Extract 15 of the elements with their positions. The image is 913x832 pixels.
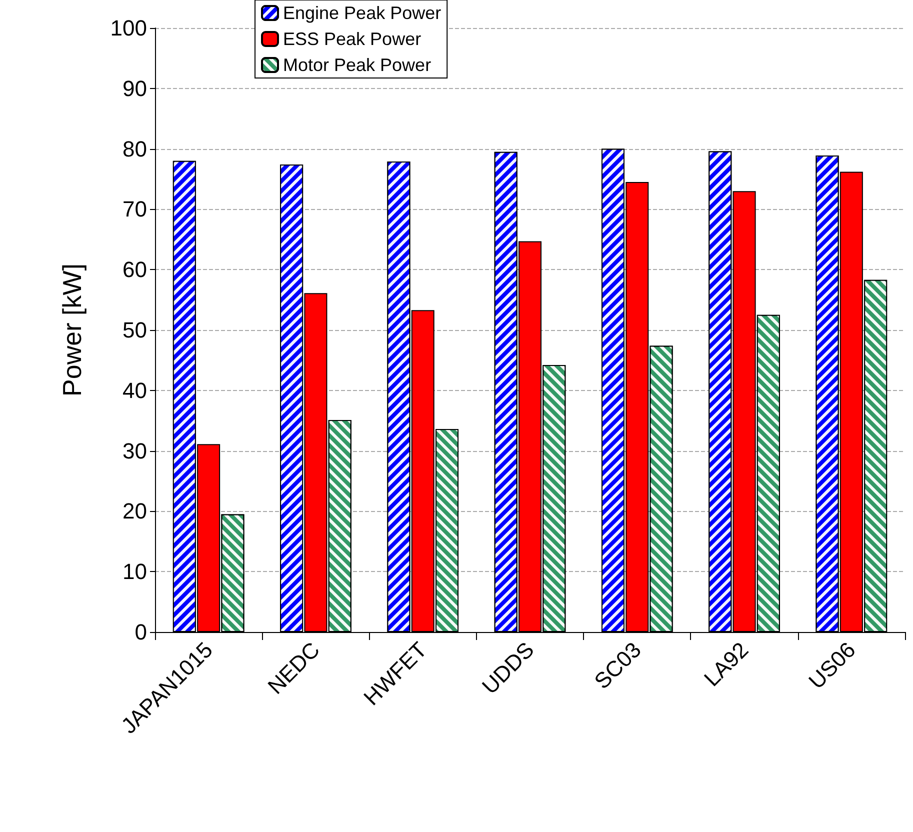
y-tick-label: 100 bbox=[110, 16, 147, 40]
y-axis-title: Power [kW] bbox=[57, 264, 87, 396]
y-tick-label: 20 bbox=[122, 498, 147, 524]
y-tick-label: 0 bbox=[134, 620, 147, 644]
y-tick-label: 50 bbox=[122, 318, 147, 342]
legend-label: Motor Peak Power bbox=[283, 55, 432, 75]
y-tick-label: 60 bbox=[122, 257, 147, 282]
legend-label: Engine Peak Power bbox=[283, 3, 442, 23]
y-tick-label: 40 bbox=[122, 378, 147, 403]
y-tick-label: 30 bbox=[122, 438, 147, 464]
legend-label: ESS Peak Power bbox=[283, 29, 422, 49]
y-tick-label: 80 bbox=[122, 136, 147, 162]
y-tick-label: 90 bbox=[122, 76, 147, 101]
y-tick-label: 10 bbox=[122, 559, 147, 584]
y-tick-label: 70 bbox=[122, 196, 147, 222]
